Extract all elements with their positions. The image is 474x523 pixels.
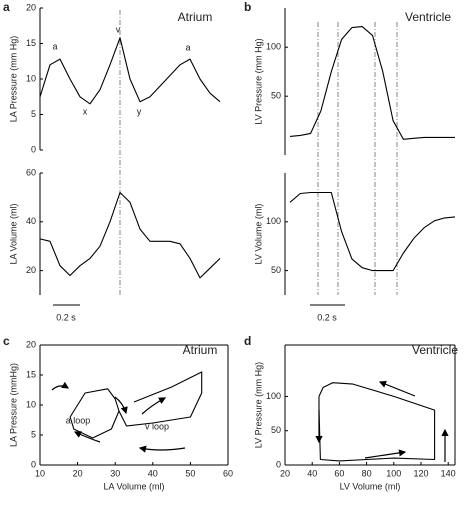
y-tick-label: 0 bbox=[31, 459, 36, 469]
panel-label: a bbox=[3, 0, 10, 14]
x-tick-label: 80 bbox=[362, 468, 372, 478]
curve bbox=[69, 371, 203, 439]
x-tick-label: 50 bbox=[185, 468, 195, 478]
x-tick-label: 60 bbox=[223, 468, 233, 478]
y-tick-label: 20 bbox=[26, 2, 36, 12]
y-tick-label: 100 bbox=[266, 216, 281, 226]
curve bbox=[39, 191, 221, 279]
x-tick-label: 10 bbox=[35, 468, 45, 478]
x-tick-label: 140 bbox=[441, 468, 456, 478]
y-tick-label: 15 bbox=[26, 369, 36, 379]
panel-label: d bbox=[244, 334, 251, 348]
annotation: v loop bbox=[145, 421, 169, 431]
x-tick-label: 100 bbox=[386, 468, 401, 478]
x-axis-label: LA Volume (ml) bbox=[103, 481, 164, 491]
annotation: v bbox=[116, 24, 121, 34]
panel-title: Ventricle bbox=[405, 10, 451, 24]
y-tick-label: 10 bbox=[26, 73, 36, 83]
curve bbox=[289, 191, 456, 272]
arrow bbox=[141, 397, 167, 415]
panel-title: Ventricle bbox=[412, 343, 458, 357]
arrow bbox=[73, 431, 101, 443]
arrow bbox=[138, 445, 186, 453]
y-tick-label: 0 bbox=[276, 459, 281, 469]
y-tick-label: 5 bbox=[31, 109, 36, 119]
y-axis-label: LA Pressure (mm Hg) bbox=[8, 36, 18, 123]
y-axis-label: LV Pressure (mm Hg) bbox=[253, 362, 263, 448]
y-tick-label: 50 bbox=[271, 265, 281, 275]
x-tick-label: 20 bbox=[73, 468, 83, 478]
panel-label: b bbox=[244, 0, 251, 14]
panel-title: Atrium bbox=[183, 343, 218, 357]
y-tick-label: 20 bbox=[26, 265, 36, 275]
x-tick-label: 120 bbox=[413, 468, 428, 478]
panel-title: Atrium bbox=[178, 10, 213, 24]
x-tick-label: 40 bbox=[307, 468, 317, 478]
arrow bbox=[378, 380, 416, 397]
event-lines bbox=[119, 10, 398, 295]
curve bbox=[318, 382, 436, 462]
y-axis-label: LA Volume (ml) bbox=[8, 203, 18, 264]
annotation: a loop bbox=[66, 415, 91, 425]
y-tick-label: 40 bbox=[26, 216, 36, 226]
y-axis-label: LV Volume (ml) bbox=[253, 204, 263, 265]
y-tick-label: 15 bbox=[26, 38, 36, 48]
annotation: a bbox=[52, 41, 57, 51]
annotation: x bbox=[83, 106, 88, 116]
arrow bbox=[364, 449, 407, 459]
x-axis-label: LV Volume (ml) bbox=[340, 481, 401, 491]
y-tick-label: 100 bbox=[266, 391, 281, 401]
y-axis-label: LA Pressure (mmHg) bbox=[8, 363, 18, 447]
curve bbox=[39, 37, 221, 105]
curve bbox=[289, 26, 455, 140]
y-axis-label: LV Pressure (mm Hg) bbox=[253, 38, 263, 124]
scale-label: 0.2 s bbox=[56, 312, 76, 322]
y-tick-label: 60 bbox=[26, 167, 36, 177]
y-tick-label: 20 bbox=[26, 339, 36, 349]
annotation: y bbox=[137, 106, 142, 116]
loop-arrows bbox=[51, 380, 449, 462]
x-tick-label: 20 bbox=[280, 468, 290, 478]
y-tick-label: 50 bbox=[271, 91, 281, 101]
arrow bbox=[114, 396, 128, 415]
x-tick-label: 60 bbox=[334, 468, 344, 478]
y-tick-label: 5 bbox=[31, 429, 36, 439]
annotation: a bbox=[185, 42, 190, 52]
panel-label: c bbox=[3, 334, 10, 348]
x-tick-label: 40 bbox=[148, 468, 158, 478]
scale-label: 0.2 s bbox=[317, 312, 337, 322]
y-tick-label: 50 bbox=[271, 425, 281, 435]
arrow bbox=[51, 381, 70, 391]
x-tick-label: 30 bbox=[110, 468, 120, 478]
y-tick-label: 10 bbox=[26, 399, 36, 409]
y-tick-label: 100 bbox=[266, 42, 281, 52]
y-tick-label: 0 bbox=[31, 144, 36, 154]
